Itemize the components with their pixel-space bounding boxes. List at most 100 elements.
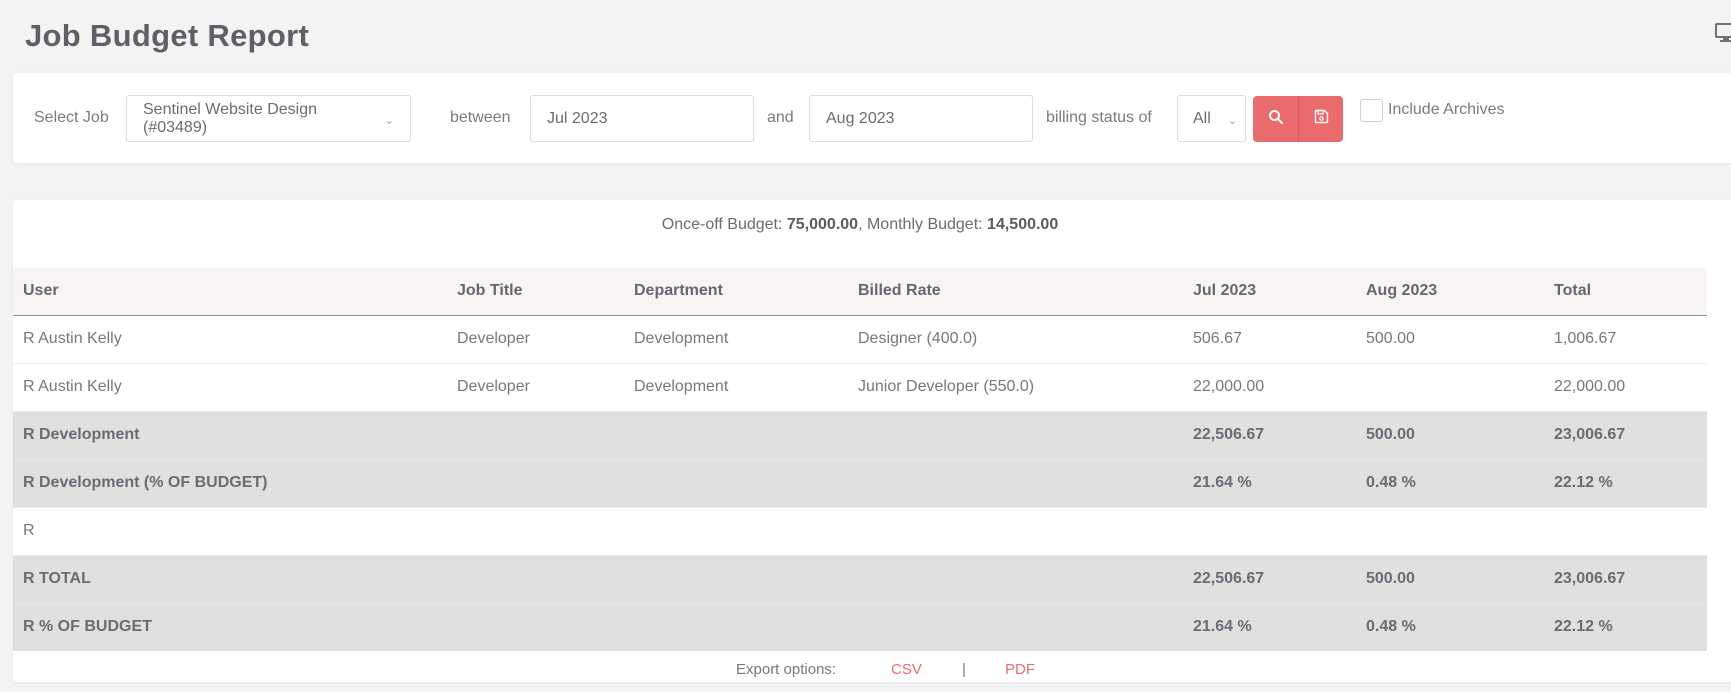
once-off-budget-label: Once-off Budget: xyxy=(661,216,787,233)
cell-aug-2023: 0.48 % xyxy=(1356,458,1544,507)
cell-aug-2023: 0.48 % xyxy=(1356,602,1544,651)
and-label: and xyxy=(767,109,794,126)
cell-billed-rate xyxy=(848,410,1183,459)
search-button[interactable] xyxy=(1253,96,1298,142)
cell-job-title xyxy=(447,506,624,555)
end-month-value: Aug 2023 xyxy=(826,109,895,127)
column-header-aug-2023: Aug 2023 xyxy=(1356,268,1544,316)
department-percent-row: R Development (% OF BUDGET) 21.64 % 0.48… xyxy=(13,458,1707,507)
table-row: R xyxy=(13,506,1707,555)
action-button-group xyxy=(1253,96,1343,142)
cell-job-title xyxy=(447,410,624,459)
cell-aug-2023: 500.00 xyxy=(1356,554,1544,603)
export-separator: | xyxy=(962,661,966,678)
export-options: Export options: CSV | PDF xyxy=(13,661,1707,679)
once-off-budget-value: 75,000.00 xyxy=(786,216,859,233)
cell-jul-2023: 22,506.67 xyxy=(1183,410,1356,459)
job-select-value: Sentinel Website Design (#03489) xyxy=(143,100,318,136)
cell-job-title xyxy=(447,554,624,603)
job-select[interactable]: Sentinel Website Design (#03489) ⌄ xyxy=(126,95,411,142)
billing-status-label: billing status of xyxy=(1046,109,1152,126)
cell-aug-2023 xyxy=(1356,362,1544,411)
cell-billed-rate xyxy=(848,554,1183,603)
chevron-down-icon: ⌄ xyxy=(1227,115,1237,127)
department-subtotal-row: R Development 22,506.67 500.00 23,006.67 xyxy=(13,410,1707,459)
billing-status-select[interactable]: All ⌄ xyxy=(1177,95,1246,142)
cell-jul-2023 xyxy=(1183,506,1356,555)
column-header-user: User xyxy=(13,268,447,316)
cell-billed-rate: Designer (400.0) xyxy=(858,330,978,347)
cell-job-title xyxy=(447,602,624,651)
cell-job-title: Developer xyxy=(457,330,530,347)
export-options-label: Export options: xyxy=(736,661,837,678)
table-row: R Austin Kelly Developer Development Jun… xyxy=(13,362,1707,411)
filter-panel: Select Job Sentinel Website Design (#034… xyxy=(13,73,1731,163)
include-archives-label: Include Archives xyxy=(1388,101,1505,118)
page-title: Job Budget Report xyxy=(25,18,310,53)
cell-user: R Development (% OF BUDGET) xyxy=(13,458,447,507)
cell-user: R % OF BUDGET xyxy=(13,602,447,651)
cell-total: 22,000.00 xyxy=(1544,362,1707,411)
cell-billed-rate xyxy=(848,506,1183,555)
cell-job-title: Developer xyxy=(447,362,624,411)
monitor-icon[interactable] xyxy=(1714,22,1731,44)
cell-jul-2023: 22,000.00 xyxy=(1183,362,1356,411)
start-month-value: Jul 2023 xyxy=(547,109,608,127)
start-month-input[interactable]: Jul 2023 xyxy=(530,95,754,142)
cell-billed-rate: Junior Developer (550.0) xyxy=(848,362,1183,411)
cell-aug-2023 xyxy=(1356,506,1544,555)
cell-department xyxy=(624,458,848,507)
cell-department xyxy=(624,554,848,603)
cell-user: R xyxy=(13,506,447,555)
search-icon xyxy=(1268,109,1284,130)
cell-jul-2023: 21.64 % xyxy=(1183,602,1356,651)
cell-department: Development xyxy=(624,362,848,411)
report-panel: Once-off Budget: 75,000.00, Monthly Budg… xyxy=(13,200,1731,682)
grand-total-percent-row: R % OF BUDGET 21.64 % 0.48 % 22.12 % xyxy=(13,602,1707,651)
cell-user: R TOTAL xyxy=(13,554,447,603)
cell-billed-rate xyxy=(848,458,1183,507)
grand-total-row: R TOTAL 22,506.67 500.00 23,006.67 xyxy=(13,554,1707,603)
end-month-input[interactable]: Aug 2023 xyxy=(809,95,1033,142)
cell-total xyxy=(1544,506,1707,555)
column-header-jul-2023: Jul 2023 xyxy=(1183,268,1356,316)
cell-job-title xyxy=(447,458,624,507)
budget-table: User Job Title Department Billed Rate Ju… xyxy=(13,268,1707,651)
between-label: between xyxy=(450,109,511,126)
column-header-billed-rate: Billed Rate xyxy=(848,268,1183,316)
column-header-total: Total xyxy=(1544,268,1707,316)
table-row: R Austin Kelly Developer Development Des… xyxy=(13,315,1707,363)
cell-total: 23,006.67 xyxy=(1544,410,1707,459)
select-job-label: Select Job xyxy=(34,109,109,126)
chevron-down-icon: ⌄ xyxy=(384,115,394,127)
save-button[interactable] xyxy=(1298,96,1343,142)
monthly-budget-label: , Monthly Budget: xyxy=(858,216,988,233)
column-header-department: Department xyxy=(624,268,848,316)
column-header-job-title: Job Title xyxy=(447,268,624,316)
export-csv-link[interactable]: CSV xyxy=(891,661,922,678)
cell-jul-2023: 506.67 xyxy=(1193,330,1242,347)
cell-billed-rate xyxy=(848,602,1183,651)
include-archives-checkbox[interactable] xyxy=(1360,99,1383,122)
cell-total: 22.12 % xyxy=(1544,458,1707,507)
export-pdf-link[interactable]: PDF xyxy=(1005,661,1035,678)
cell-user: R Austin Kelly xyxy=(23,330,122,347)
cell-jul-2023: 22,506.67 xyxy=(1183,554,1356,603)
cell-user: R Austin Kelly xyxy=(13,362,447,411)
cell-department xyxy=(624,410,848,459)
billing-status-value: All xyxy=(1193,109,1211,127)
table-header-row: User Job Title Department Billed Rate Ju… xyxy=(13,268,1707,316)
budget-summary: Once-off Budget: 75,000.00, Monthly Budg… xyxy=(13,216,1707,234)
cell-aug-2023: 500.00 xyxy=(1356,410,1544,459)
cell-user: R Development xyxy=(13,410,447,459)
cell-department xyxy=(624,602,848,651)
cell-department xyxy=(624,506,848,555)
save-icon xyxy=(1314,109,1329,129)
cell-jul-2023: 21.64 % xyxy=(1183,458,1356,507)
monthly-budget-value: 14,500.00 xyxy=(987,216,1059,233)
cell-total: 1,006.67 xyxy=(1554,330,1617,347)
cell-total: 23,006.67 xyxy=(1544,554,1707,603)
cell-aug-2023: 500.00 xyxy=(1366,330,1415,347)
cell-department: Development xyxy=(634,330,729,347)
cell-total: 22.12 % xyxy=(1544,602,1707,651)
